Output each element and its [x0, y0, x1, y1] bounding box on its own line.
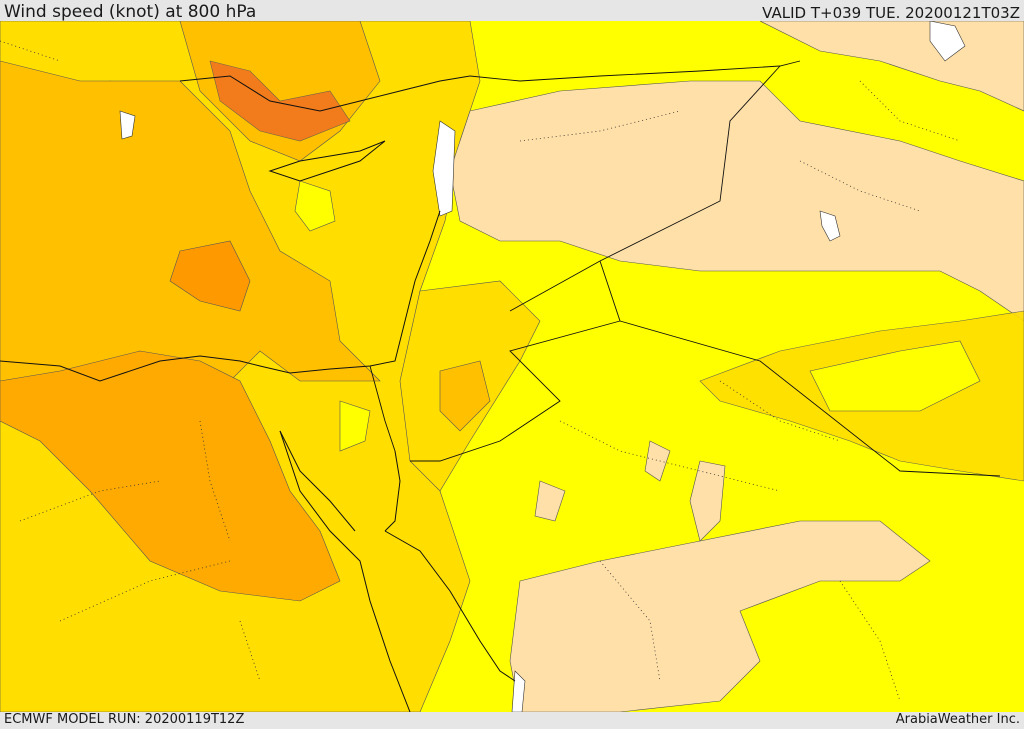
map-title: Wind speed (knot) at 800 hPa — [4, 2, 257, 22]
coastline-red-sea-east — [384, 530, 516, 682]
no-data-west — [119, 110, 136, 140]
contour-band-peach-small-2 — [534, 480, 566, 522]
coastline-gulf-of-aqaba — [384, 450, 401, 532]
valid-time-label: VALID T+039 TUE. 20200121T03Z — [762, 4, 1020, 22]
border-iraq-saudi — [619, 320, 1001, 477]
no-data-lake — [819, 210, 841, 242]
coastline-red-sea-west — [279, 430, 411, 712]
contour-band-dark-orange — [0, 350, 341, 602]
contour-band-dark-orange-2 — [169, 240, 251, 312]
contour-band-peach-small-3 — [689, 460, 726, 542]
no-data-south — [511, 670, 526, 712]
border-egypt-israel — [369, 365, 396, 452]
contour-band-yellow-east — [809, 340, 981, 412]
coastline-gulf-of-suez — [279, 430, 356, 532]
no-data-dead-sea — [432, 120, 456, 217]
model-run-label: ECMWF MODEL RUN: 20200119T12Z — [4, 712, 245, 727]
contour-band-peach-small-1 — [644, 440, 671, 482]
coastline-cyprus — [268, 140, 386, 182]
province-lines-north — [0, 40, 961, 142]
contour-band-peach-syria-iraq — [449, 80, 1024, 322]
contour-band-peach-arabia — [509, 520, 931, 712]
contour-band-red-orange — [209, 60, 351, 142]
no-data-north — [929, 21, 966, 62]
contour-band-yellow-sinai — [294, 180, 336, 232]
coastline-north-africa — [0, 210, 441, 382]
coastline-anatolia — [179, 75, 471, 112]
border-turkey-syria — [469, 60, 801, 82]
wind-speed-map[interactable] — [0, 21, 1024, 712]
credit-label: ArabiaWeather Inc. — [895, 712, 1020, 727]
contour-band-orange-levant — [439, 360, 491, 432]
border-syria-iraq — [509, 65, 781, 312]
province-lines-arabia — [559, 160, 921, 702]
contour-band-yellow-delta — [339, 400, 371, 452]
